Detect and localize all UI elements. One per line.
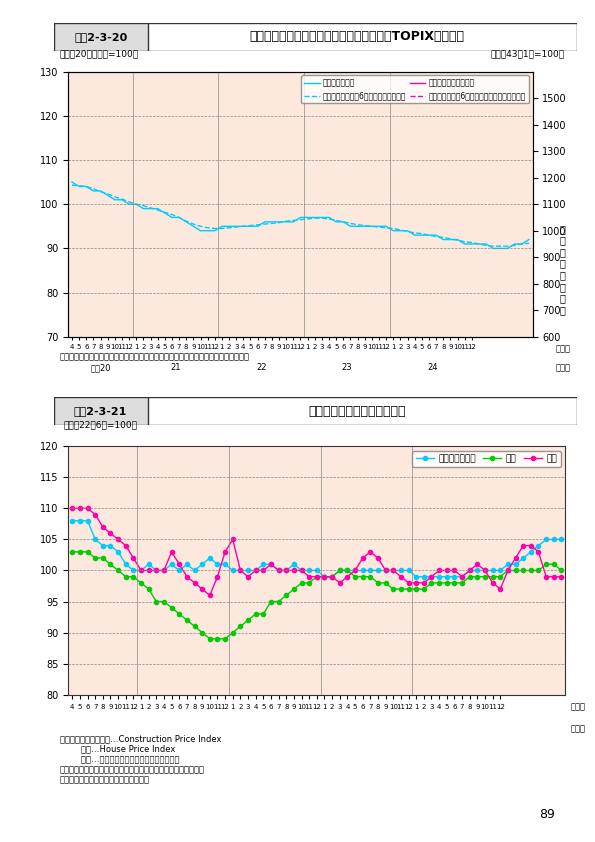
- Text: 図表2-3-20: 図表2-3-20: [74, 32, 127, 41]
- 日本: [68, 504, 76, 514]
- Bar: [54, 23, 148, 51]
- アメリカ合衆国: [183, 559, 190, 569]
- アメリカ合衆国: [543, 535, 550, 545]
- 日本: [543, 572, 550, 582]
- Line: 日本: 日本: [70, 506, 563, 597]
- 不動産価格指数: [204, 226, 211, 236]
- アメリカ合衆国: [558, 535, 565, 545]
- 東証株価指数（6ヶ月後方移動平均）（右軸）: [204, 467, 211, 477]
- 不動産価格指数: [511, 239, 518, 249]
- 東証株価指数（6ヶ月後方移動平均）（右軸）: [304, 466, 311, 477]
- 不動産価格指数: [304, 212, 311, 222]
- 不動産価格指数（6ヶ月後方移動平均）: [68, 180, 76, 190]
- Text: 平成20: 平成20: [90, 364, 111, 372]
- 東証株価指数（右軸）: [525, 468, 533, 478]
- Line: 英国: 英国: [70, 550, 563, 641]
- Text: 資料：アメリカ合衆国…Construction Price Index
        英国…House Price Index
        日本…不動産価: 資料：アメリカ合衆国…Construction Price Index 英国…H…: [60, 734, 221, 785]
- 日本: [221, 546, 228, 557]
- 英国: [221, 634, 228, 644]
- 不動産価格指数: [176, 212, 183, 222]
- アメリカ合衆国: [275, 566, 282, 576]
- 東証株価指数（右軸）: [268, 467, 275, 477]
- アメリカ合衆国: [321, 572, 328, 582]
- Text: 土
地
に
関
す
る
動
向: 土 地 に 関 す る 動 向: [559, 224, 565, 315]
- 不動産価格指数: [68, 177, 76, 187]
- アメリカ合衆国: [68, 515, 76, 525]
- 不動産価格指数: [461, 239, 468, 249]
- Text: 23: 23: [342, 364, 352, 372]
- 不動産価格指数（6ヶ月後方移動平均）: [261, 219, 268, 229]
- 東証株価指数（右軸）: [511, 469, 518, 479]
- 日本: [558, 572, 565, 582]
- 東証株価指数（6ヶ月後方移動平均）（右軸）: [261, 467, 268, 477]
- 英国: [206, 634, 214, 644]
- Text: （昭和43年1月=100）: （昭和43年1月=100）: [491, 50, 565, 58]
- Text: 89: 89: [540, 808, 555, 821]
- 不動産価格指数（6ヶ月後方移動平均）: [511, 241, 518, 251]
- 英国: [543, 559, 550, 569]
- 東証株価指数（右軸）: [311, 466, 318, 476]
- 東証株価指数（右軸）: [183, 469, 190, 479]
- Text: 不動産価格指数（住宅）と東証株価指数（TOPIX）の推移: 不動産価格指数（住宅）と東証株価指数（TOPIX）の推移: [250, 30, 465, 43]
- 日本: [328, 572, 336, 582]
- 不動産価格指数（6ヶ月後方移動平均）: [490, 241, 497, 251]
- 東証株価指数（右軸）: [161, 470, 168, 480]
- Legend: 不動産価格指数, 不動産価格指数（6ヶ月後方移動平均）, 東証株価指数（右軸）, 東証株価指数（6ヶ月後方移動平均）（右軸）: 不動産価格指数, 不動産価格指数（6ヶ月後方移動平均）, 東証株価指数（右軸）,…: [301, 76, 529, 104]
- Text: 24: 24: [427, 364, 438, 372]
- 日本: [206, 590, 214, 600]
- 不動産価格指数: [490, 243, 497, 253]
- 日本: [283, 566, 290, 576]
- 英国: [497, 572, 504, 582]
- 不動産価格指数（6ヶ月後方移動平均）: [461, 237, 468, 247]
- Text: 図表2-3-21: 図表2-3-21: [74, 407, 127, 416]
- 不動産価格指数（6ヶ月後方移動平均）: [304, 214, 311, 224]
- 東証株価指数（6ヶ月後方移動平均）（右軸）: [176, 469, 183, 479]
- 東証株価指数（右軸）: [68, 458, 76, 468]
- Text: （年）: （年）: [556, 364, 571, 372]
- 東証株価指数（右軸）: [468, 470, 475, 480]
- Legend: アメリカ合衆国, 英国, 日本: アメリカ合衆国, 英国, 日本: [412, 450, 560, 467]
- Text: （年）: （年）: [570, 724, 585, 733]
- 不動産価格指数（6ヶ月後方移動平均）: [204, 222, 211, 232]
- 不動産価格指数: [261, 216, 268, 226]
- 英国: [183, 615, 190, 625]
- Text: 各国の不動産価格指数の推移: 各国の不動産価格指数の推移: [308, 405, 406, 418]
- Text: 21: 21: [170, 364, 181, 372]
- Line: 東証株価指数（6ヶ月後方移動平均）（右軸）: 東証株価指数（6ヶ月後方移動平均）（右軸）: [72, 464, 529, 475]
- 日本: [497, 584, 504, 594]
- 日本: [183, 572, 190, 582]
- 東証株価指数（6ヶ月後方移動平均）（右軸）: [68, 459, 76, 469]
- 東証株価指数（6ヶ月後方移動平均）（右軸）: [525, 469, 533, 479]
- 不動産価格指数（6ヶ月後方移動平均）: [525, 238, 533, 248]
- Line: 不動産価格指数（6ヶ月後方移動平均）: 不動産価格指数（6ヶ月後方移動平均）: [72, 185, 529, 246]
- Text: （月）: （月）: [556, 344, 571, 354]
- 英国: [68, 546, 76, 557]
- Text: 22: 22: [256, 364, 267, 372]
- 不動産価格指数（6ヶ月後方移動平均）: [176, 212, 183, 222]
- Line: 東証株価指数（右軸）: 東証株価指数（右軸）: [72, 463, 529, 475]
- アメリカ合衆国: [497, 566, 504, 576]
- 英国: [328, 572, 336, 582]
- 東証株価指数（6ヶ月後方移動平均）（右軸）: [511, 469, 518, 479]
- 東証株価指数（6ヶ月後方移動平均）（右軸）: [483, 470, 490, 480]
- 不動産価格指数: [525, 234, 533, 244]
- アメリカ合衆国: [328, 572, 336, 582]
- Text: （月）: （月）: [570, 702, 585, 711]
- アメリカ合衆国: [214, 559, 221, 569]
- Line: 不動産価格指数: 不動産価格指数: [72, 182, 529, 248]
- 東証株価指数（6ヶ月後方移動平均）（右軸）: [461, 470, 468, 480]
- Text: （平成20年度平均=100）: （平成20年度平均=100）: [59, 50, 138, 58]
- Bar: [54, 397, 148, 425]
- Text: （平成22年6月=100）: （平成22年6月=100）: [64, 420, 137, 429]
- 英国: [283, 590, 290, 600]
- 英国: [558, 566, 565, 576]
- Line: アメリカ合衆国: アメリカ合衆国: [70, 519, 563, 578]
- 東証株価指数（右軸）: [211, 466, 218, 477]
- Text: 資料：国土交通省「不動産価格指数」、㈱東京証券取引所「東証株価指数」より作成: 資料：国土交通省「不動産価格指数」、㈱東京証券取引所「東証株価指数」より作成: [60, 352, 249, 361]
